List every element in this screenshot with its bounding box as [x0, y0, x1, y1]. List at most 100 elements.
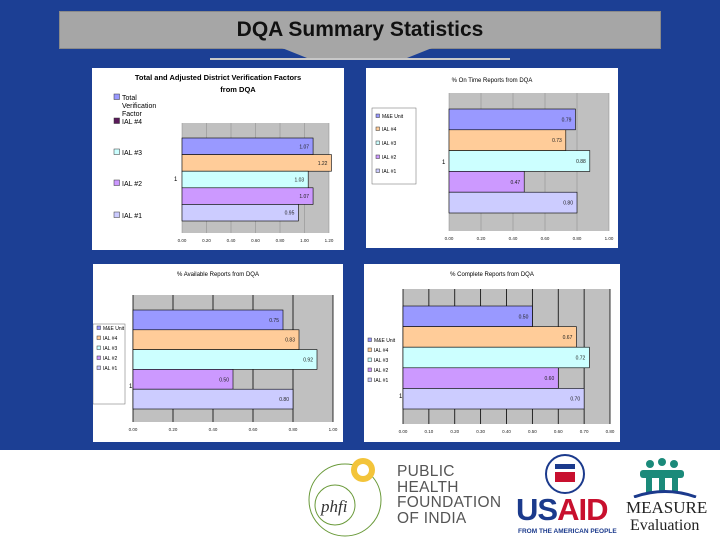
bar-ial-2: [181, 187, 314, 205]
x-tick-label: 0.40: [209, 427, 218, 432]
legend-swatch: [367, 367, 372, 372]
footer-logos: phfi PUBLIC HEALTH FOUNDATION OF INDIA: [0, 450, 720, 540]
bar-ial-3: [402, 346, 590, 369]
legend-swatch: [375, 113, 380, 118]
legend-label: IAL #2: [103, 356, 117, 362]
legend-swatch: [375, 140, 380, 145]
legend-label: IAL #1: [382, 169, 396, 175]
x-tick-label: 0.20: [169, 427, 178, 432]
legend-swatch: [96, 335, 101, 340]
legend-swatch: [96, 355, 101, 360]
category-label: 1: [399, 394, 403, 400]
x-tick-label: 0.70: [580, 429, 589, 434]
x-tick-label: 1.00: [605, 236, 614, 241]
data-label: 0.67: [563, 335, 573, 341]
data-label: 1.07: [299, 144, 309, 150]
data-label: 0.92: [303, 358, 313, 364]
data-label: 0.70: [570, 397, 580, 403]
legend-label: IAL #4: [374, 348, 388, 354]
x-tick-label: 0.60: [554, 429, 563, 434]
x-tick-label: 0.80: [573, 236, 582, 241]
x-tick-label: 1.20: [325, 238, 334, 243]
legend-label: Total: [122, 95, 137, 102]
bar-ial-4: [181, 154, 332, 172]
data-label: 0.79: [562, 117, 572, 123]
legend-label: IAL #4: [122, 119, 142, 126]
chart-svg: % Complete Reports from DQA 0.00 0.10 0.20 0…: [367, 272, 615, 434]
x-tick-label: 0.30: [476, 429, 485, 434]
measure-logo-subtext: Evaluation: [630, 517, 700, 534]
legend-swatch: [113, 117, 120, 124]
category-label: 1: [442, 160, 446, 166]
phfi-line: FOUNDATION: [397, 494, 502, 511]
x-tick-label: 1.00: [300, 238, 309, 243]
chart-on-time-reports: % On Time Reports from DQA 0.00 0.20 0.40 0.…: [366, 68, 618, 248]
x-tick-label: 0.60: [541, 236, 550, 241]
x-tick-label: 0.40: [509, 236, 518, 241]
chart-svg: Total and Adjusted District Verification…: [113, 73, 334, 243]
data-label: 1.03: [294, 178, 304, 184]
legend-label: M&E Unit: [374, 338, 396, 344]
data-label: 1.07: [299, 194, 309, 200]
legend-swatch: [96, 365, 101, 370]
bar-ial-2: [402, 367, 559, 389]
phfi-logo: phfi: [308, 458, 382, 537]
x-tick-label: 0.20: [477, 236, 486, 241]
x-tick-label: 0.50: [528, 429, 537, 434]
chart-available-reports: % Available Reports from DQA 0.00 0.20 0.40…: [93, 264, 343, 442]
data-label: 0.88: [576, 159, 586, 165]
chart-verification-factors: Total and Adjusted District Verification…: [92, 68, 344, 250]
legend-swatch: [113, 148, 120, 155]
legend-label: M&E Unit: [382, 114, 404, 120]
category-label: 1: [174, 177, 178, 183]
legend-label: IAL #3: [382, 141, 396, 147]
legend-label: M&E Unit: [103, 326, 125, 332]
legend-swatch: [367, 377, 372, 382]
bar-ial-1: [448, 191, 578, 214]
bar-ial-4: [448, 129, 567, 151]
title-underline: [210, 58, 510, 60]
phfi-line: OF INDIA: [397, 509, 467, 527]
legend-label: IAL #1: [374, 378, 388, 384]
bar-ial-1: [181, 204, 299, 222]
legend-label: IAL #4: [382, 127, 396, 133]
legend-label: IAL #3: [374, 358, 388, 364]
data-label: 0.75: [269, 318, 279, 324]
legend-label: IAL #2: [382, 155, 396, 161]
legend-swatch: [367, 357, 372, 362]
phfi-line: HEALTH: [397, 478, 459, 496]
legend-label: IAL #4: [103, 336, 117, 342]
x-tick-label: 0.20: [450, 429, 459, 434]
phfi-line: PUBLIC: [397, 463, 455, 480]
bar-ial-1: [132, 388, 294, 410]
data-label: 0.95: [285, 211, 295, 217]
chart-title: % Available Reports from DQA: [177, 272, 259, 278]
measure-people-icon: [633, 458, 697, 498]
legend-label: IAL #1: [103, 366, 117, 372]
slide-title: DQA Summary Statistics: [59, 11, 661, 49]
legend-label: Factor: [122, 111, 143, 118]
svg-text:phfi: phfi: [320, 497, 348, 516]
x-tick-label: 0.00: [178, 238, 187, 243]
data-label: 0.72: [576, 356, 586, 362]
data-label: 1.22: [318, 161, 328, 167]
x-tick-label: 0.60: [251, 238, 260, 243]
data-label: 0.73: [552, 138, 562, 144]
data-label: 0.80: [279, 397, 289, 403]
usaid-tagline: FROM THE AMERICAN PEOPLE: [518, 528, 617, 535]
legend-label: IAL #2: [122, 181, 142, 188]
bar-ial-3: [181, 170, 309, 189]
legend-label: IAL #3: [122, 150, 142, 157]
bar-m-e-unit: [402, 305, 533, 327]
x-tick-label: 0.80: [289, 427, 298, 432]
x-tick-label: 0.60: [249, 427, 258, 432]
legend-swatch: [113, 93, 120, 100]
chart-svg: % On Time Reports from DQA 0.00 0.20 0.40 0.…: [371, 78, 614, 241]
legend-swatch: [113, 179, 120, 186]
legend-swatch: [367, 347, 372, 352]
chart-svg: % Available Reports from DQA 0.00 0.20 0.40…: [93, 272, 338, 432]
x-tick-label: 0.40: [502, 429, 511, 434]
bar-ial-3: [448, 150, 591, 172]
x-tick-label: 0.00: [399, 429, 408, 434]
x-tick-label: 1.00: [329, 427, 338, 432]
